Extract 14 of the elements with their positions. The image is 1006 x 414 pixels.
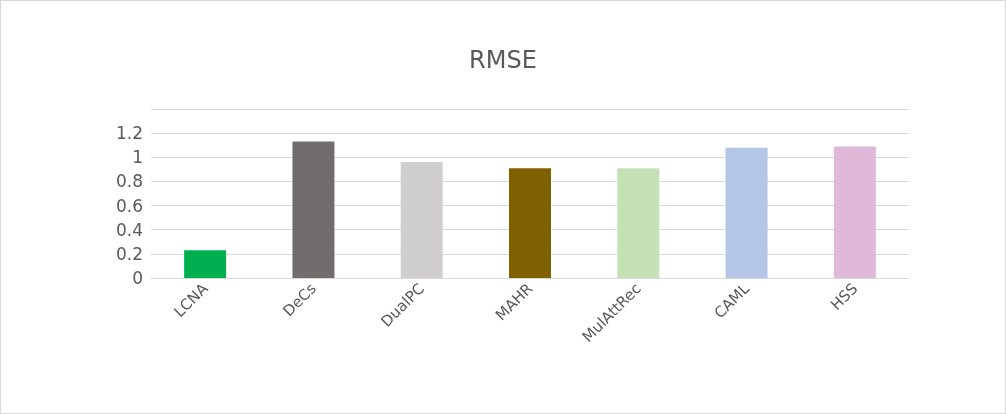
y-tick-label: 0.4	[115, 219, 143, 240]
y-tick-label: 1.2	[115, 123, 143, 144]
y-tick-label: 0.2	[115, 243, 143, 264]
bar	[617, 168, 660, 278]
bar	[509, 168, 551, 278]
bar	[725, 147, 768, 278]
y-tick-label: 0	[132, 268, 143, 288]
bar	[184, 250, 227, 278]
bar	[292, 141, 335, 278]
chart-title: RMSE	[469, 46, 537, 74]
y-tick-label: 1	[132, 147, 143, 168]
y-tick-label: 0.6	[115, 195, 143, 216]
y-tick-label: 0.8	[115, 171, 143, 192]
bar	[833, 146, 876, 278]
